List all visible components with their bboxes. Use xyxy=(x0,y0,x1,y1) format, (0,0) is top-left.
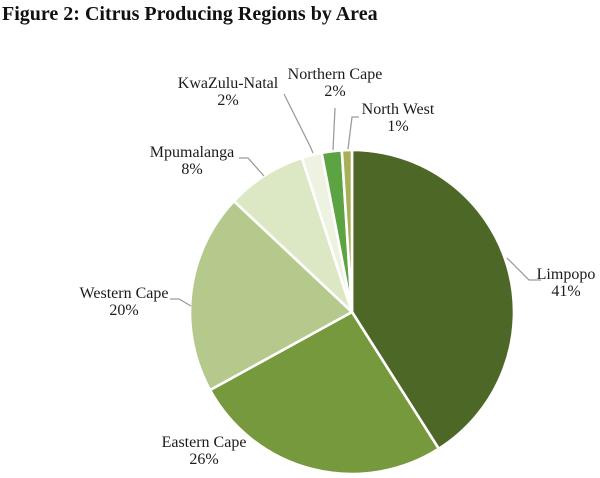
leader-line-limpopo xyxy=(506,257,541,281)
slice-label-north-west: North West 1% xyxy=(323,101,473,135)
slice-label-kwazulu-natal: KwaZulu-Natal 2% xyxy=(153,75,303,109)
slice-label-percent: 2% xyxy=(324,83,346,100)
slice-label-name: Mpumalanga xyxy=(149,144,235,161)
slice-label-mpumalanga: Mpumalanga 8% xyxy=(117,144,267,178)
leader-line-north-west xyxy=(347,116,359,150)
slice-label-percent: 2% xyxy=(217,92,239,109)
leader-line-kwazulu-natal xyxy=(283,93,314,154)
leader-line-northern-cape xyxy=(332,107,336,151)
slice-label-western-cape: Western Cape 20% xyxy=(49,285,199,319)
leader-line-western-cape xyxy=(170,298,192,307)
slice-label-name: North West xyxy=(361,101,435,118)
slice-label-limpopo: Limpopo 41% xyxy=(491,266,600,300)
slice-label-name: Eastern Cape xyxy=(161,434,247,451)
slice-label-percent: 8% xyxy=(181,161,203,178)
slice-label-name: Limpopo xyxy=(536,266,596,283)
slice-label-percent: 1% xyxy=(387,118,409,135)
slice-label-percent: 20% xyxy=(109,302,139,319)
slice-label-northern-cape: Northern Cape 2% xyxy=(260,66,410,100)
slice-label-name: KwaZulu-Natal xyxy=(177,75,279,92)
slice-label-percent: 41% xyxy=(551,283,581,300)
figure-title: Figure 2: Citrus Producing Regions by Ar… xyxy=(2,3,378,25)
leader-line-mpumalanga xyxy=(239,157,265,177)
slice-label-name: Northern Cape xyxy=(287,66,383,83)
pie-slice-eastern-cape xyxy=(208,310,441,476)
pie-slice-north-west xyxy=(340,148,354,314)
slice-label-eastern-cape: Eastern Cape 26% xyxy=(129,434,279,468)
pie-slice-western-cape xyxy=(188,199,354,392)
slice-label-name: Western Cape xyxy=(79,285,169,302)
slice-label-percent: 26% xyxy=(189,451,219,468)
